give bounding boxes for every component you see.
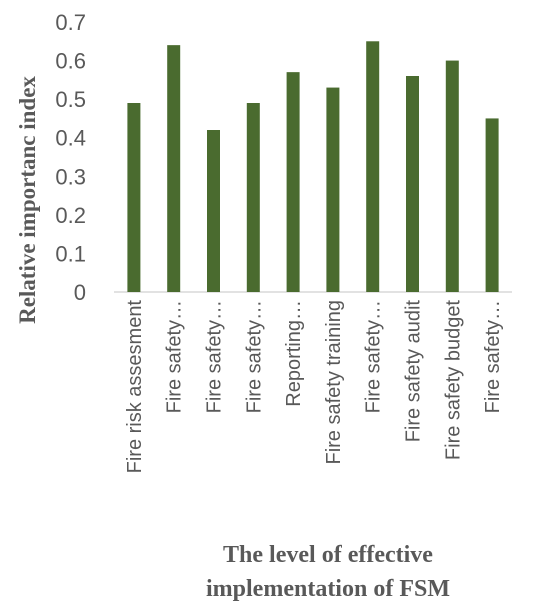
y-tick-label: 0.3: [55, 164, 86, 189]
x-category-label: Fire safety audit: [403, 300, 425, 443]
bar: [445, 60, 459, 293]
y-tick-label: 0.2: [55, 203, 86, 228]
bar: [167, 45, 181, 293]
y-tick-label: 0.1: [55, 241, 86, 266]
x-category-label: Fire safety…: [363, 300, 385, 413]
bar: [127, 103, 141, 292]
x-axis-category-labels: Fire risk assesment Fire safety… Fire safe…: [124, 300, 504, 474]
y-tick-label: 0.4: [55, 126, 86, 151]
y-tick-label: 0.7: [55, 10, 86, 35]
bar: [326, 87, 340, 292]
bar: [246, 103, 260, 292]
x-category-label: Fire safety…: [243, 300, 265, 413]
x-category-label: Reporting…: [283, 300, 305, 407]
bar: [406, 76, 419, 292]
bar: [207, 130, 220, 292]
x-category-label: Fire safety training: [323, 300, 345, 465]
bar: [485, 118, 499, 292]
x-category-label: Fire safety…: [482, 300, 504, 413]
x-category-label: Fire safety…: [204, 300, 226, 413]
bar: [366, 41, 380, 293]
y-axis-ticks: 0 0.1 0.2 0.3 0.4 0.5 0.6 0.7: [55, 10, 86, 305]
y-tick-label: 0.5: [55, 87, 86, 112]
x-category-label: Fire safety…: [164, 300, 186, 413]
x-axis-title-line-2: implementation of FSM: [206, 576, 450, 602]
bars: [127, 41, 499, 293]
y-tick-label: 0: [74, 280, 86, 305]
x-axis-title-line-1: The level of effective: [223, 542, 433, 568]
x-category-label: Fire risk assesment: [124, 300, 146, 474]
y-tick-label: 0.6: [55, 49, 86, 74]
bar: [286, 72, 300, 293]
y-axis-title: Relative importanc index: [15, 76, 40, 324]
x-category-label: Fire safety budget: [442, 300, 464, 461]
